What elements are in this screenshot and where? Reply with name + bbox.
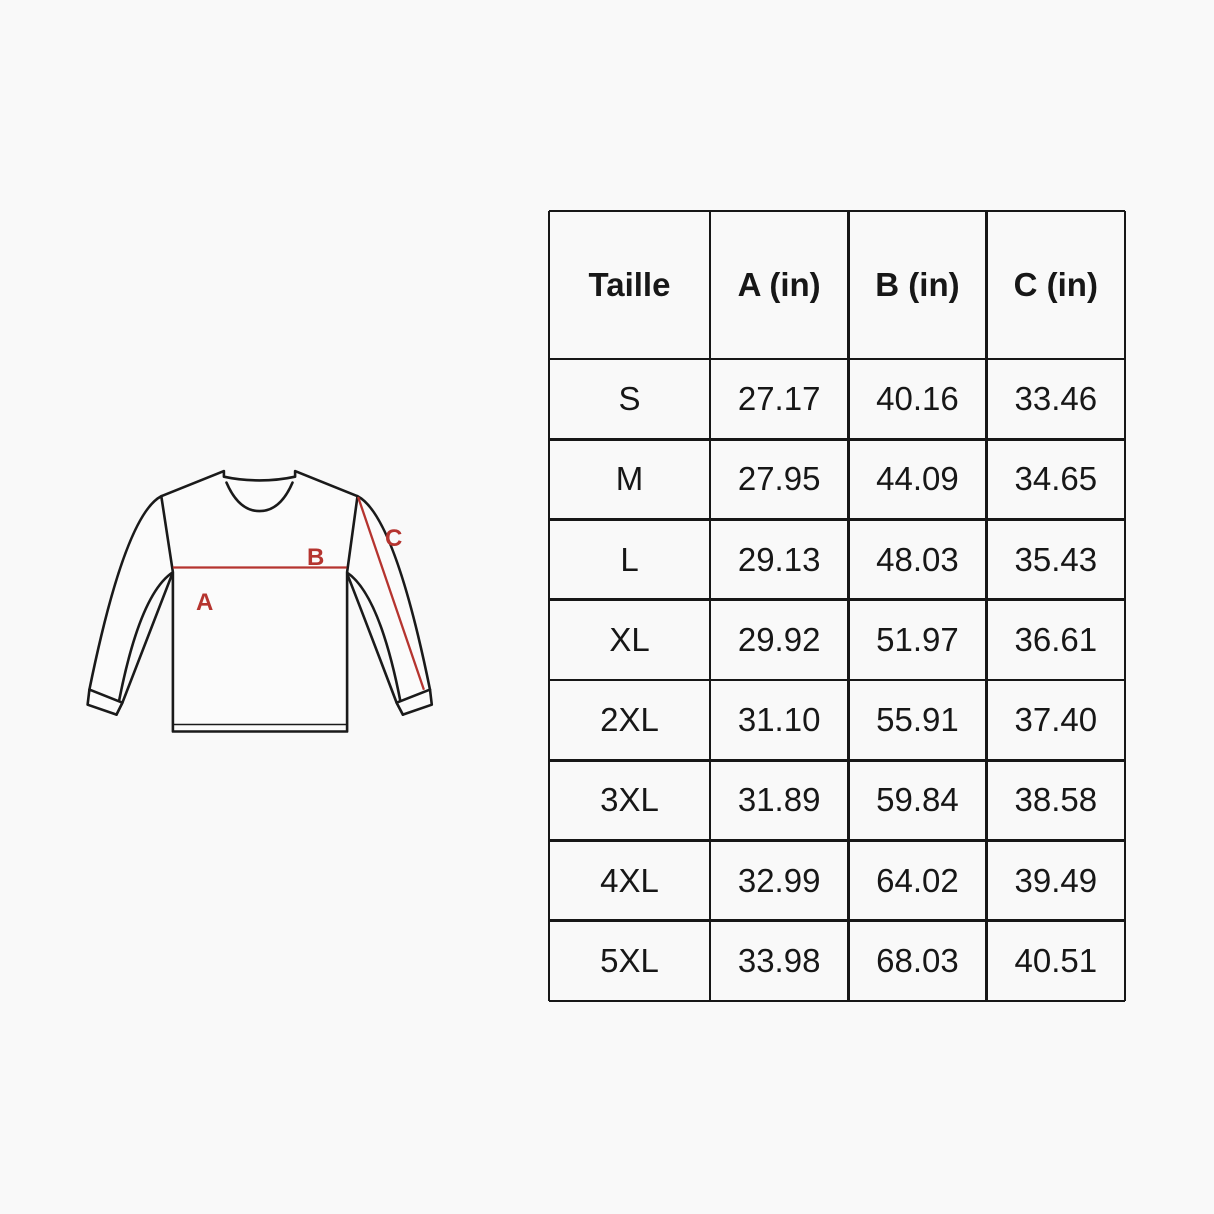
svg-text:B: B	[307, 544, 324, 571]
svg-text:A: A	[196, 589, 213, 616]
svg-text:C: C	[385, 525, 402, 552]
